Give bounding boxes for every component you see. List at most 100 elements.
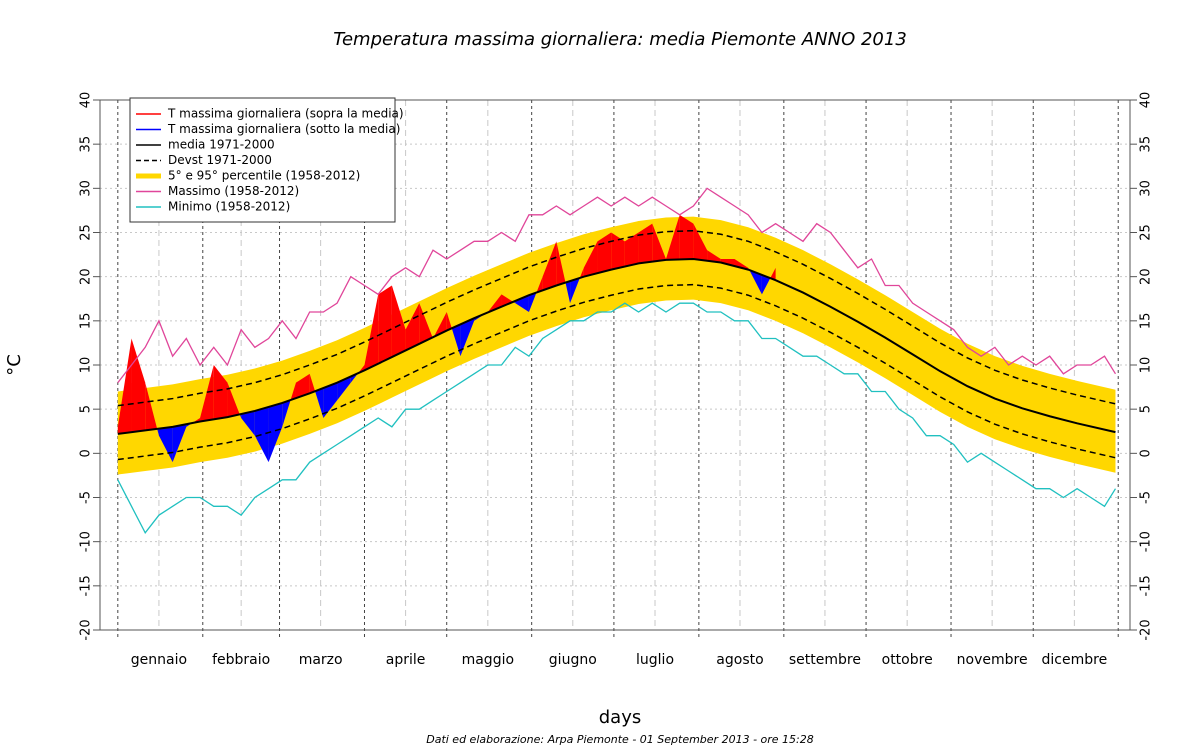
y-tick-label: 40 (79, 92, 94, 109)
y-tick-label: 30 (79, 180, 94, 197)
y-tick-label-right: 25 (1139, 224, 1154, 241)
x-tick-label: febbraio (212, 652, 270, 668)
legend-label: Massimo (1958-2012) (168, 184, 299, 198)
anomaly-area (433, 312, 447, 337)
anomaly-area (282, 400, 291, 427)
anomaly-area (378, 285, 392, 364)
anomaly-area (315, 387, 324, 418)
anomaly-area (565, 281, 571, 304)
anomaly-area (624, 232, 639, 267)
anomaly-area (254, 406, 269, 463)
anomaly-area (597, 232, 612, 274)
anomaly-area (693, 223, 708, 261)
anomaly-area (570, 277, 580, 304)
anomaly-area (290, 382, 296, 401)
y-axis-label: °C (4, 354, 25, 376)
anomaly-area (451, 324, 461, 357)
anomaly-area (679, 214, 694, 260)
y-tick-label: 15 (79, 313, 94, 330)
anomaly-area (213, 365, 228, 420)
plot-frame (99, 99, 1131, 631)
anomaly-area (611, 232, 625, 270)
anomaly-area (268, 402, 283, 463)
y-tick-label-right: 10 (1139, 357, 1154, 374)
y-tick-label-right: 0 (1139, 449, 1154, 457)
y-tick-label: 20 (79, 268, 94, 285)
x-tick-label: dicembre (1042, 652, 1108, 668)
y-tick-label: 10 (79, 357, 94, 374)
anomaly-area (131, 338, 146, 433)
y-tick-label: -5 (79, 491, 94, 504)
x-tick-label: gennaio (131, 652, 187, 668)
x-tick-label: settembre (789, 652, 861, 668)
legend-label: media 1971-2000 (168, 138, 275, 152)
legend-label: Minimo (1958-2012) (168, 200, 290, 214)
anomaly-area (358, 365, 365, 374)
y-tick-label: 35 (79, 136, 94, 153)
anomaly-area (528, 292, 537, 312)
series-line (117, 302, 1117, 535)
anomaly-area (556, 241, 566, 286)
anomaly-area (145, 382, 158, 431)
y-tick-label-right: 35 (1139, 136, 1154, 153)
y-tick-label-right: 20 (1139, 268, 1154, 285)
anomaly-area (460, 318, 475, 357)
anomaly-area (501, 294, 514, 307)
anomaly-area (583, 241, 598, 277)
anomaly-area (579, 267, 584, 278)
y-tick-label-right: -5 (1139, 491, 1154, 504)
x-tick-label: marzo (299, 652, 343, 668)
chart-title: Temperatura massima giornaliera: media P… (333, 29, 907, 50)
y-tick-label-right: 30 (1139, 180, 1154, 197)
anomaly-area (515, 295, 529, 312)
anomaly-area (117, 338, 132, 434)
footer: Dati ed elaborazione: Arpa Piemonte - 01… (426, 733, 814, 746)
y-tick-label-right: -20 (1139, 619, 1154, 640)
y-tick-label: 25 (79, 224, 94, 241)
anomaly-area (323, 382, 338, 418)
x-tick-label: maggio (462, 652, 514, 668)
y-tick-label: 5 (79, 405, 94, 413)
x-tick-label: giugno (549, 652, 597, 668)
anomaly-area (749, 270, 762, 295)
y-tick-label: -10 (79, 531, 94, 552)
anomaly-area (172, 424, 187, 463)
anomaly-area (364, 294, 379, 371)
y-tick-label: -20 (79, 619, 94, 640)
anomaly-area (309, 373, 316, 394)
anomaly-area (337, 376, 351, 401)
anomaly-area (707, 250, 721, 263)
x-tick-label: ottobre (882, 652, 933, 668)
series-line (117, 257, 1116, 435)
anomaly-area (350, 373, 359, 383)
anomaly-area (542, 241, 557, 291)
y-tick-label: 0 (79, 449, 94, 457)
anomaly-area (227, 382, 240, 418)
anomaly-area (157, 428, 159, 436)
anomaly-area (241, 410, 255, 436)
anomaly-area (200, 365, 214, 422)
x-tick-label: novembre (957, 652, 1028, 668)
anomaly-area (761, 274, 771, 295)
anomaly-area (405, 303, 420, 351)
legend-label: T massima giornaliera (sotto la media) (167, 122, 400, 136)
anomaly-area (770, 267, 776, 281)
anomaly-area (652, 223, 666, 262)
x-axis-label: days (599, 707, 642, 728)
anomaly-area (536, 276, 543, 293)
x-tick-label: aprile (386, 652, 426, 668)
y-tick-label-right: -15 (1139, 575, 1154, 596)
legend-label: 5° e 95° percentile (1958-2012) (168, 169, 360, 183)
legend-label: Devst 1971-2000 (168, 153, 272, 167)
anomaly-area (295, 373, 310, 399)
series-line (117, 187, 1117, 384)
devst-line (117, 283, 1116, 461)
legend-label: T massima giornaliera (sopra la media) (167, 107, 404, 121)
x-tick-label: agosto (716, 652, 763, 668)
anomaly-area (391, 285, 406, 358)
y-tick-label-right: 40 (1139, 92, 1154, 109)
legend-box (129, 97, 396, 223)
anomaly-area (446, 312, 452, 331)
y-tick-label-right: -10 (1139, 531, 1154, 552)
